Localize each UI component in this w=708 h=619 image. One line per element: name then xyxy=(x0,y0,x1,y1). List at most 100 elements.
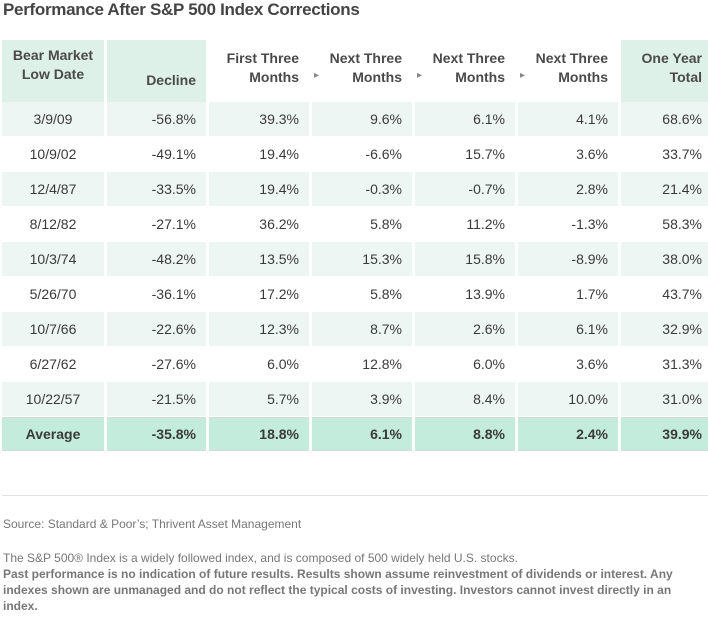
row-first-three: 5.7% xyxy=(209,382,309,417)
row-next-three-3: 3.6% xyxy=(518,347,618,382)
header-low-date-line1: Bear Market xyxy=(12,47,94,63)
disclaimer-index-note: The S&P 500® Index is a widely followed … xyxy=(3,551,518,565)
chevron-right-icon: ▸ xyxy=(416,70,422,81)
row-one-year-total: 31.0% xyxy=(621,382,708,417)
header-first-three-months: First Three Months ▸ xyxy=(209,40,319,102)
row-next-three-3: 10.0% xyxy=(518,382,618,417)
disclaimer: The S&P 500® Index is a widely followed … xyxy=(3,550,707,614)
row-next-three-1: 12.8% xyxy=(312,347,412,382)
row-next-three-2: 6.1% xyxy=(415,102,515,137)
row-one-year-total: 68.6% xyxy=(621,102,708,137)
row-next-three-1: 5.8% xyxy=(312,277,412,312)
row-decline: -48.2% xyxy=(107,242,206,277)
row-decline: -49.1% xyxy=(107,137,206,172)
row-date: 10/9/02 xyxy=(2,137,104,172)
chevron-right-icon: ▸ xyxy=(313,70,319,81)
row-date: 10/22/57 xyxy=(2,382,104,417)
header-next-three-months-1: Next Three Months ▸ xyxy=(312,40,422,102)
row-date: 8/12/82 xyxy=(2,207,104,242)
row-next-three-2: 15.7% xyxy=(415,137,515,172)
header-next-three-2-line1: Next Three xyxy=(432,50,505,66)
table-row: 10/7/66 -22.6% 12.3% 8.7% 2.6% 6.1% 32.9% xyxy=(2,312,708,347)
header-first-three-line1: First Three xyxy=(226,50,299,66)
row-next-three-1: 15.3% xyxy=(312,242,412,277)
row-first-three: 36.2% xyxy=(209,207,309,242)
row-first-three: 39.3% xyxy=(209,102,309,137)
table-row: 12/4/87 -33.5% 19.4% -0.3% -0.7% 2.8% 21.4% xyxy=(2,172,708,207)
row-next-three-3: -8.9% xyxy=(518,242,618,277)
row-next-three-3: 3.6% xyxy=(518,137,618,172)
header-low-date-line2: Low Date xyxy=(21,66,85,82)
row-one-year-total: 21.4% xyxy=(621,172,708,207)
header-next-three-months-2: Next Three Months ▸ xyxy=(415,40,525,102)
row-first-three: 19.4% xyxy=(209,172,309,207)
row-date: 3/9/09 xyxy=(2,102,104,137)
average-next-three-2: 8.8% xyxy=(415,417,515,451)
row-one-year-total: 32.9% xyxy=(621,312,708,347)
page-title: Performance After S&P 500 Index Correcti… xyxy=(3,0,360,19)
table-body: 3/9/09 -56.8% 39.3% 9.6% 6.1% 4.1% 68.6% 10/9/0… xyxy=(2,102,708,417)
average-row: Average -35.8% 18.8% 6.1% 8.8% 2.4% 39.9… xyxy=(2,417,708,451)
row-next-three-2: 13.9% xyxy=(415,277,515,312)
row-one-year-total: 31.3% xyxy=(621,347,708,382)
row-date: 5/26/70 xyxy=(2,277,104,312)
row-next-three-2: 11.2% xyxy=(415,207,515,242)
table-row: 10/22/57 -21.5% 5.7% 3.9% 8.4% 10.0% 31.0% xyxy=(2,382,708,417)
header-one-year-line1: One Year xyxy=(641,50,702,66)
header-first-three-line2: Months xyxy=(249,69,299,85)
row-decline: -27.1% xyxy=(107,207,206,242)
table-row: 3/9/09 -56.8% 39.3% 9.6% 6.1% 4.1% 68.6% xyxy=(2,102,708,137)
row-next-three-2: 6.0% xyxy=(415,347,515,382)
disclaimer-performance-note: Past performance is no indication of fut… xyxy=(3,567,673,613)
table-row: 8/12/82 -27.1% 36.2% 5.8% 11.2% -1.3% 58.3% xyxy=(2,207,708,242)
row-first-three: 6.0% xyxy=(209,347,309,382)
row-next-three-3: 4.1% xyxy=(518,102,618,137)
row-date: 10/7/66 xyxy=(2,312,104,347)
average-next-three-3: 2.4% xyxy=(518,417,618,451)
average-label: Average xyxy=(2,417,104,451)
row-next-three-3: 1.7% xyxy=(518,277,618,312)
header-next-three-3-line2: Months xyxy=(558,69,608,85)
source-note: Source: Standard & Poor’s; Thrivent Asse… xyxy=(3,517,302,531)
row-next-three-1: 8.7% xyxy=(312,312,412,347)
header-next-three-1-line1: Next Three xyxy=(329,50,402,66)
header-one-year-line2: Total xyxy=(669,69,702,85)
row-first-three: 12.3% xyxy=(209,312,309,347)
row-decline: -27.6% xyxy=(107,347,206,382)
row-next-three-2: 8.4% xyxy=(415,382,515,417)
row-decline: -22.6% xyxy=(107,312,206,347)
header-next-three-3-line1: Next Three xyxy=(535,50,608,66)
row-one-year-total: 33.7% xyxy=(621,137,708,172)
header-low-date: Bear Market Low Date xyxy=(2,40,104,102)
table-row: 5/26/70 -36.1% 17.2% 5.8% 13.9% 1.7% 43.7% xyxy=(2,277,708,312)
header-decline-label: Decline xyxy=(146,72,196,88)
row-next-three-1: 3.9% xyxy=(312,382,412,417)
row-date: 6/27/62 xyxy=(2,347,104,382)
header-next-three-1-line2: Months xyxy=(352,69,402,85)
header-one-year-total: One Year Total xyxy=(621,40,708,102)
row-decline: -21.5% xyxy=(107,382,206,417)
row-first-three: 13.5% xyxy=(209,242,309,277)
row-first-three: 17.2% xyxy=(209,277,309,312)
performance-table: Bear Market Low Date Decline First Three… xyxy=(0,40,708,451)
divider xyxy=(2,495,708,496)
row-date: 12/4/87 xyxy=(2,172,104,207)
average-one-year-total: 39.9% xyxy=(621,417,708,451)
table-row: 6/27/62 -27.6% 6.0% 12.8% 6.0% 3.6% 31.3% xyxy=(2,347,708,382)
row-one-year-total: 43.7% xyxy=(621,277,708,312)
row-next-three-3: -1.3% xyxy=(518,207,618,242)
row-first-three: 19.4% xyxy=(209,137,309,172)
row-decline: -56.8% xyxy=(107,102,206,137)
table-header-row: Bear Market Low Date Decline First Three… xyxy=(2,40,708,102)
row-next-three-1: -6.6% xyxy=(312,137,412,172)
average-first-three: 18.8% xyxy=(209,417,309,451)
header-decline: Decline xyxy=(107,40,206,102)
row-next-three-2: 15.8% xyxy=(415,242,515,277)
row-next-three-1: 5.8% xyxy=(312,207,412,242)
row-next-three-2: -0.7% xyxy=(415,172,515,207)
row-one-year-total: 58.3% xyxy=(621,207,708,242)
row-next-three-1: 9.6% xyxy=(312,102,412,137)
row-next-three-1: -0.3% xyxy=(312,172,412,207)
header-next-three-months-3: Next Three Months xyxy=(518,40,618,102)
row-decline: -33.5% xyxy=(107,172,206,207)
